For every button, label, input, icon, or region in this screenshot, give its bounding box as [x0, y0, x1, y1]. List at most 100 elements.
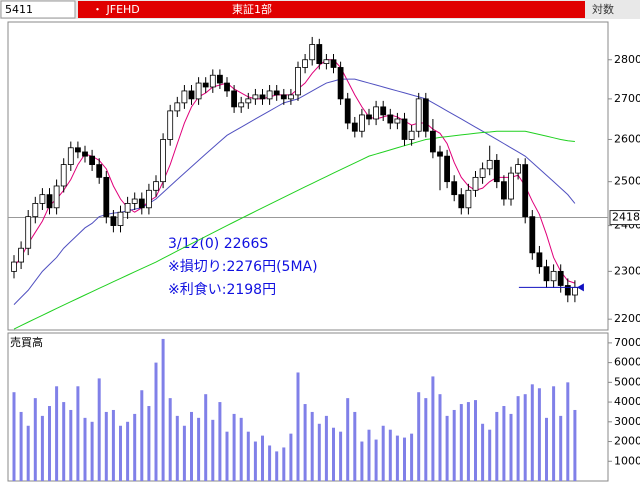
y-tick-label: 2800: [614, 53, 640, 66]
candle-body: [259, 94, 266, 100]
candle-body: [500, 181, 507, 200]
volume-bar: [310, 411, 314, 481]
volume-bar: [431, 376, 435, 481]
volume-bar: [190, 411, 193, 481]
candle-body: [131, 198, 138, 204]
volume-bar: [168, 398, 172, 481]
volume-bar: [552, 386, 556, 481]
candle-body: [401, 118, 408, 140]
candle-body: [529, 216, 536, 254]
scale-label: 対数: [592, 2, 614, 16]
candle-body: [309, 44, 316, 61]
candle-body: [46, 194, 53, 209]
volume-bar: [261, 435, 264, 481]
annotation: ※利食い:2198円: [168, 281, 276, 298]
y-tick-label: 2300: [614, 264, 640, 277]
candle-body: [39, 194, 46, 204]
candle-body: [287, 94, 294, 100]
candle-body: [82, 151, 88, 157]
volume-bar: [296, 372, 300, 481]
candle-body: [422, 98, 429, 132]
candle-body: [572, 286, 578, 296]
candle-body: [75, 147, 81, 153]
volume-bar: [417, 392, 421, 481]
volume-bar: [395, 435, 399, 481]
candle-body: [564, 285, 571, 296]
candle-body: [280, 94, 287, 100]
volume-bar: [438, 394, 442, 481]
stock-name: ・ JFEHD: [92, 3, 140, 16]
candle-body: [415, 98, 422, 132]
volume-bar: [516, 396, 520, 481]
candle-body: [209, 74, 216, 88]
candle-body: [167, 110, 174, 140]
candle-body: [373, 106, 380, 120]
volume-bar: [26, 425, 30, 481]
candle-body: [245, 98, 252, 104]
candle-body: [344, 98, 351, 124]
volume-bar: [275, 451, 279, 481]
volume-bar: [55, 386, 59, 481]
volume-bar: [459, 404, 463, 481]
candle-body: [522, 164, 529, 218]
volume-bar: [40, 415, 44, 481]
candle-body: [160, 139, 167, 183]
volume-bar: [246, 431, 250, 481]
candle-body: [508, 172, 514, 200]
candle-body: [103, 176, 110, 218]
volume-bar: [452, 409, 456, 481]
moving-average: [13, 59, 576, 284]
price-panel: [7, 21, 609, 331]
volume-bar: [76, 386, 80, 481]
candle-body: [67, 147, 74, 165]
volume-bar: [161, 338, 165, 481]
candle-body: [444, 155, 451, 183]
y-tick-label: 2700: [614, 92, 640, 105]
volume-bar: [154, 362, 158, 481]
volume-bar: [97, 378, 101, 481]
candle-body: [515, 164, 521, 174]
volume-bar: [367, 429, 371, 481]
volume-bar: [339, 431, 343, 481]
candle-body: [387, 114, 394, 124]
candle-body: [53, 185, 60, 209]
volume-bar: [48, 406, 51, 481]
candle-body: [408, 130, 415, 140]
candle-body: [117, 211, 124, 226]
candle-body: [32, 203, 39, 218]
volume-bar: [119, 425, 122, 481]
volume-bar: [268, 445, 272, 481]
volume-bar: [104, 411, 108, 481]
y-tick-label: 2500: [614, 175, 640, 188]
candle-body: [238, 102, 245, 108]
candle-body: [486, 159, 493, 170]
volume-bar: [225, 431, 229, 481]
candle-body: [153, 181, 159, 191]
volume-bar: [530, 384, 534, 481]
reference-box: [609, 210, 640, 226]
annotation: 3/12(0) 2266S: [168, 236, 268, 252]
volume-bar: [303, 404, 307, 481]
candle-body: [273, 90, 280, 96]
candle-body: [330, 59, 337, 68]
volume-bar: [33, 398, 37, 481]
candle-body: [145, 189, 152, 209]
volume-bar: [62, 402, 66, 481]
volume-bar: [218, 402, 222, 481]
candle-body: [188, 90, 195, 100]
volume-bar: [324, 415, 328, 481]
candle-body: [124, 203, 131, 213]
volume-bar: [545, 417, 548, 481]
candle-body: [295, 67, 301, 96]
candle-body: [380, 106, 387, 116]
market: 東証1部: [232, 2, 272, 16]
volume-bar: [537, 388, 541, 481]
moving-average: [13, 130, 575, 330]
candle-body: [358, 114, 365, 132]
volume-bar: [239, 417, 243, 481]
volume-bar: [232, 413, 236, 481]
candle-body: [96, 164, 103, 178]
candle-body: [451, 181, 458, 196]
candle-body: [465, 189, 472, 209]
